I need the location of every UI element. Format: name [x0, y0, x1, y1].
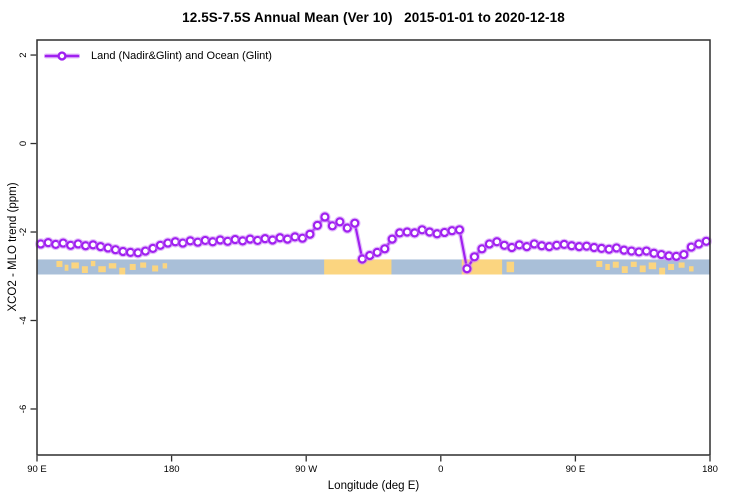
legend-line-marker-icon — [44, 51, 80, 61]
y-tick-label: -4 — [18, 316, 29, 324]
y-tick-label: 2 — [18, 52, 29, 57]
map-strip-land-patch — [162, 263, 168, 269]
map-strip-land-patch — [324, 259, 392, 275]
data-point-marker — [387, 234, 397, 244]
chart-title: 12.5S-7.5S Annual Mean (Ver 10) 2015-01-… — [182, 10, 565, 25]
y-tick-label: 0 — [18, 141, 29, 146]
x-tick-label: 90 E — [27, 464, 47, 475]
map-strip-land-patch — [81, 266, 88, 273]
data-point-halo — [304, 228, 316, 240]
x-tick-label: 90 E — [566, 464, 586, 475]
data-point-marker — [454, 225, 465, 235]
map-strip-land-patch — [659, 267, 666, 275]
data-point-marker — [701, 236, 711, 246]
data-point-halo — [349, 217, 361, 229]
data-point-halo — [453, 224, 466, 236]
data-point-halo — [678, 248, 690, 261]
map-strip-land-patch — [621, 266, 628, 273]
data-point-marker — [320, 212, 330, 222]
data-point-halo — [379, 243, 391, 255]
data-point-halo — [334, 216, 346, 228]
map-strip-land-patch — [71, 262, 79, 269]
x-tick-label: 180 — [702, 464, 718, 475]
data-point-marker — [312, 220, 323, 230]
map-strip-land-patch — [630, 261, 637, 267]
map-strip-land-patch — [129, 263, 136, 270]
data-point-halo — [700, 235, 712, 248]
legend: Land (Nadir&Glint) and Ocean (Glint) — [44, 50, 272, 62]
map-strip-land-patch — [668, 263, 675, 270]
map-strip-land-patch — [119, 267, 126, 275]
y-tick-label: -6 — [18, 405, 29, 413]
data-point-marker — [679, 249, 689, 260]
data-point-marker — [380, 244, 390, 254]
data-point-marker — [305, 229, 315, 239]
map-strip-land-patch — [90, 260, 96, 267]
data-point-halo — [311, 219, 324, 232]
map-strip-land-patch — [140, 262, 147, 268]
map-strip-land-patch — [108, 263, 117, 269]
y-tick-label: -2 — [18, 228, 29, 236]
map-strip-land-patch — [596, 260, 603, 267]
map-strip-land-patch — [605, 263, 610, 270]
x-tick-label: 90 W — [295, 464, 317, 475]
map-strip-land-patch — [678, 262, 685, 268]
legend-label: Land (Nadir&Glint) and Ocean (Glint) — [91, 50, 272, 62]
data-point-halo — [319, 211, 331, 223]
map-strip-land-patch — [98, 266, 106, 273]
data-point-marker — [477, 244, 487, 254]
data-point-halo — [468, 251, 481, 263]
x-tick-label: 0 — [438, 464, 443, 475]
map-strip-land-patch — [506, 261, 515, 273]
x-tick-label: 180 — [164, 464, 180, 475]
data-point-halo — [461, 263, 473, 275]
x-axis-title: Longitude (deg E) — [327, 480, 420, 492]
map-strip-land-patch — [648, 262, 657, 270]
data-point-halo — [386, 233, 398, 245]
data-point-marker — [335, 217, 345, 227]
map-strip-land-patch — [612, 261, 619, 268]
map-strip-land-patch — [64, 264, 69, 271]
data-point-marker — [469, 252, 480, 262]
plot-border — [36, 39, 711, 456]
map-strip-land-patch — [639, 265, 646, 273]
map-strip-land-patch — [56, 260, 63, 267]
data-point-marker — [350, 218, 360, 228]
data-point-marker — [462, 264, 472, 274]
data-point-marker — [342, 223, 352, 233]
map-strip-land-patch — [152, 265, 159, 272]
map-strip-land-patch — [689, 266, 694, 272]
